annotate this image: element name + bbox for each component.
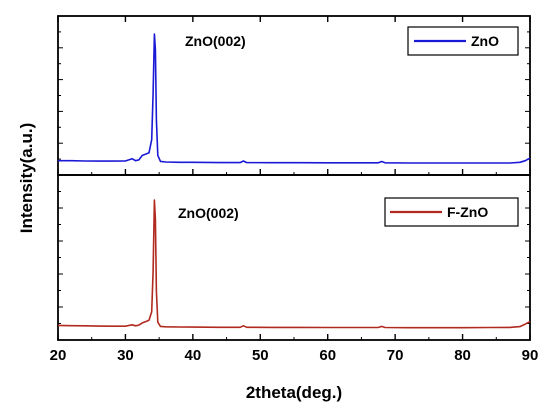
x-tick-label: 50 [252, 347, 269, 364]
series-line-zno [58, 33, 531, 164]
bottom-legend: F-ZnO [384, 197, 519, 227]
top-peak-annotation: ZnO(002) [185, 33, 246, 49]
x-tick-label: 20 [50, 347, 67, 364]
x-tick-label: 30 [117, 347, 134, 364]
x-tick-labels: 20 30 40 50 60 70 80 90 [50, 347, 539, 364]
series-line-f-zno [57, 199, 531, 329]
top-legend-label: ZnO [471, 33, 499, 49]
tick-marks [57, 16, 531, 340]
series-layer [57, 33, 531, 329]
x-axis-title: 2theta(deg.) [246, 383, 342, 402]
bottom-legend-label: F-ZnO [447, 204, 488, 220]
top-legend: ZnO [407, 26, 519, 56]
x-tick-label: 70 [387, 347, 404, 364]
y-axis-title: Intensity(a.u.) [17, 123, 36, 234]
bottom-peak-annotation: ZnO(002) [178, 205, 239, 221]
x-tick-label: 80 [454, 347, 471, 364]
x-tick-label: 90 [522, 347, 539, 364]
x-tick-label: 60 [319, 347, 336, 364]
x-tick-label: 40 [185, 347, 202, 364]
